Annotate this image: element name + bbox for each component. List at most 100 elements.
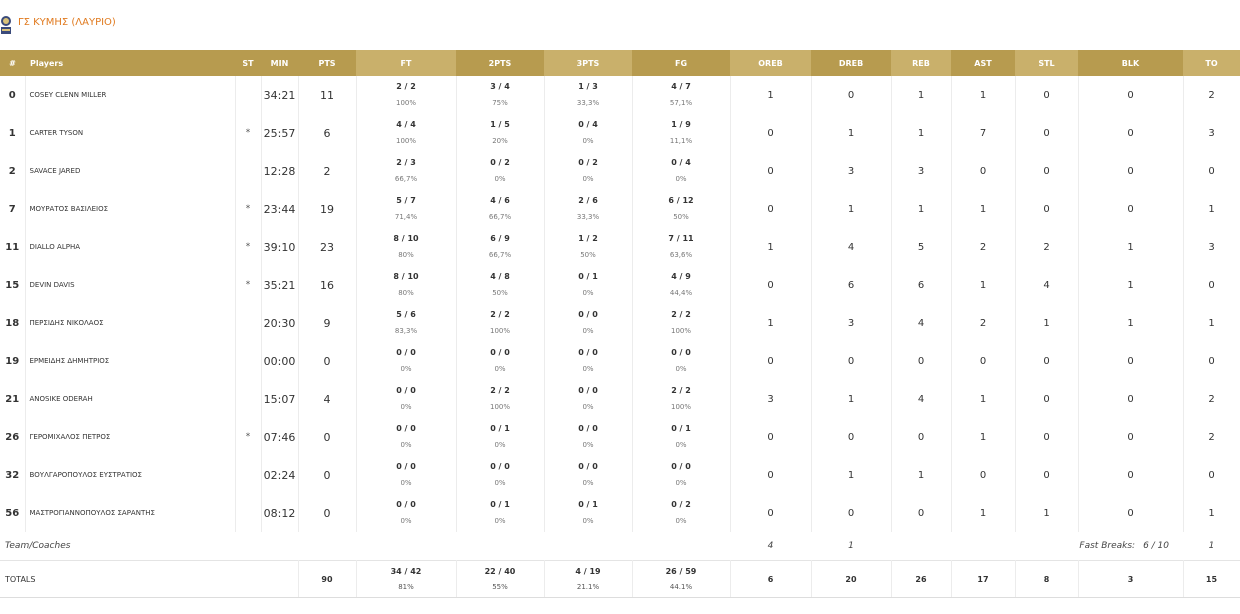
- player-name-link[interactable]: CARTER TYSON: [25, 114, 236, 152]
- player-name-link[interactable]: SAVACE JARED: [25, 152, 236, 190]
- player-blk: 0: [1078, 190, 1184, 228]
- header-col-starter[interactable]: ST: [235, 50, 261, 76]
- player-ft: 0 / 0 0%: [356, 418, 457, 456]
- player-to: 0: [1183, 266, 1240, 304]
- totals-2pts-pct: 55%: [492, 582, 508, 591]
- player-stl: 0: [1015, 380, 1079, 418]
- header-col-assists[interactable]: AST: [951, 50, 1015, 76]
- totals-blk: 3: [1078, 560, 1184, 598]
- player-fg-pct: 0%: [675, 175, 687, 183]
- header-col-minutes[interactable]: MIN: [261, 50, 298, 76]
- header-col-number[interactable]: #: [0, 50, 25, 76]
- header-col-offensive-rebounds[interactable]: OREB: [730, 50, 811, 76]
- player-3pts-pct: 0%: [582, 289, 594, 297]
- player-fg: 7 / 11 63,6%: [632, 228, 731, 266]
- team-oreb: 4: [767, 541, 774, 551]
- player-stl: 0: [1015, 342, 1079, 380]
- player-ast: 7: [951, 114, 1016, 152]
- player-3pts-pct: 0%: [582, 479, 594, 487]
- player-oreb: 0: [730, 114, 812, 152]
- player-reb: 4: [891, 380, 952, 418]
- header-col-players[interactable]: Players: [25, 50, 235, 76]
- player-2pts: 0 / 1 0%: [456, 494, 545, 532]
- header-col-field-goals[interactable]: FG: [632, 50, 730, 76]
- header-col-three-points[interactable]: 3PTS: [544, 50, 632, 76]
- player-ft-made: 0 / 0: [396, 424, 416, 433]
- player-fg-pct: 57,1%: [669, 99, 693, 107]
- header-col-two-points[interactable]: 2PTS: [456, 50, 544, 76]
- player-fg-made: 0 / 2: [671, 500, 691, 509]
- player-dreb: 1: [811, 380, 892, 418]
- player-name-link[interactable]: DIALLO ALPHA: [25, 228, 236, 266]
- player-3pts-made: 0 / 0: [578, 462, 598, 471]
- player-stl: 0: [1015, 152, 1079, 190]
- player-3pts-made: 0 / 1: [578, 500, 598, 509]
- player-3pts-made: 0 / 0: [578, 386, 598, 395]
- player-ft-made: 0 / 0: [396, 500, 416, 509]
- header-col-turnovers[interactable]: TO: [1183, 50, 1240, 76]
- player-name-link[interactable]: ANOSIKE ODERAH: [25, 380, 236, 418]
- player-row: 1 CARTER TYSON * 25:57 6 4 / 4 100% 1 / 5 20% 0 /…: [0, 114, 1240, 152]
- player-blk: 0: [1078, 418, 1184, 456]
- team-name-link[interactable]: ΓΣ ΚΥΜΗΣ (ΛΑΥΡΙΟ): [18, 17, 116, 28]
- totals-2pts: 22 / 40 55%: [456, 560, 545, 598]
- player-name-link[interactable]: ΕΡΜΕΙΔΗΣ ΔΗΜΗΤΡΙΟΣ: [25, 342, 236, 380]
- header-col-steals[interactable]: STL: [1015, 50, 1078, 76]
- player-points: 4: [298, 380, 357, 418]
- player-row: 56 ΜΑΣΤΡΟΓΙΑΝΝΟΠΟΥΛΟΣ ΣΑΡΑΝΤΗΣ 08:12 0 0 / 0…: [0, 494, 1240, 532]
- player-points: 0: [298, 342, 357, 380]
- player-name-link[interactable]: ΠΕΡΣΙΔΗΣ ΝΙΚΟΛΑΟΣ: [25, 304, 236, 342]
- player-fg: 0 / 0 0%: [632, 456, 731, 494]
- player-reb: 1: [891, 114, 952, 152]
- player-row: 2 SAVACE JARED 12:28 2 2 / 3 66,7% 0 / 2 0% 0 / …: [0, 152, 1240, 190]
- player-ft-made: 5 / 6: [396, 310, 416, 319]
- header-col-rebounds[interactable]: REB: [891, 50, 951, 76]
- header-col-defensive-rebounds[interactable]: DREB: [811, 50, 891, 76]
- player-name-link[interactable]: ΜΟΥΡΑΤΟΣ ΒΑΣΙΛΕΙΟΣ: [25, 190, 236, 228]
- header-col-points[interactable]: PTS: [298, 50, 356, 76]
- player-reb: 5: [891, 228, 952, 266]
- fast-breaks-value: 6 / 10: [1143, 541, 1169, 551]
- player-3pts-pct: 0%: [582, 441, 594, 449]
- player-number: 15: [0, 266, 26, 304]
- player-minutes: 39:10: [261, 228, 299, 266]
- player-number: 21: [0, 380, 26, 418]
- player-to: 1: [1183, 494, 1240, 532]
- player-name-link[interactable]: ΓΕΡΟΜΙΧΑΛΟΣ ΠΕΤΡΟΣ: [25, 418, 236, 456]
- starter-marker: *: [235, 266, 262, 304]
- header-col-free-throws[interactable]: FT: [356, 50, 456, 76]
- player-name-link[interactable]: DEVIN DAVIS: [25, 266, 236, 304]
- player-2pts-pct: 20%: [492, 137, 508, 145]
- totals-to: 15: [1183, 560, 1240, 598]
- player-fg: 0 / 0 0%: [632, 342, 731, 380]
- player-ft: 4 / 4 100%: [356, 114, 457, 152]
- player-fg-pct: 0%: [675, 517, 687, 525]
- player-name-link[interactable]: ΒΟΥΛΓΑΡΟΠΟΥΛΟΣ ΕΥΣΤΡΑΤΙΟΣ: [25, 456, 236, 494]
- player-oreb: 0: [730, 456, 812, 494]
- player-points: 0: [298, 456, 357, 494]
- player-ft-pct: 0%: [400, 365, 412, 373]
- header-col-blocks[interactable]: BLK: [1078, 50, 1183, 76]
- player-ft-pct: 100%: [395, 99, 416, 107]
- player-2pts-made: 0 / 1: [490, 424, 510, 433]
- player-points: 11: [298, 76, 357, 114]
- team-dreb: 1: [848, 541, 854, 551]
- player-name-link[interactable]: ΜΑΣΤΡΟΓΙΑΝΝΟΠΟΥΛΟΣ ΣΑΡΑΝΤΗΣ: [25, 494, 236, 532]
- player-3pts-pct: 0%: [582, 517, 594, 525]
- player-to: 0: [1183, 342, 1240, 380]
- player-2pts: 0 / 0 0%: [456, 342, 545, 380]
- players-body: 0 COSEY CLENN MILLER 34:21 11 2 / 2 100% 3 / 4…: [0, 76, 1240, 598]
- player-2pts: 0 / 2 0%: [456, 152, 545, 190]
- player-ft-pct: 80%: [398, 251, 414, 259]
- player-fg-made: 2 / 2: [671, 310, 691, 319]
- starter-marker: [235, 380, 262, 418]
- player-to: 0: [1183, 152, 1240, 190]
- player-name-link[interactable]: COSEY CLENN MILLER: [25, 76, 236, 114]
- player-fg-pct: 50%: [673, 213, 689, 221]
- player-ft-made: 2 / 2: [396, 82, 416, 91]
- player-ft: 2 / 3 66,7%: [356, 152, 457, 190]
- player-ft-made: 4 / 4: [396, 120, 416, 129]
- player-stl: 4: [1015, 266, 1079, 304]
- player-blk: 1: [1078, 304, 1184, 342]
